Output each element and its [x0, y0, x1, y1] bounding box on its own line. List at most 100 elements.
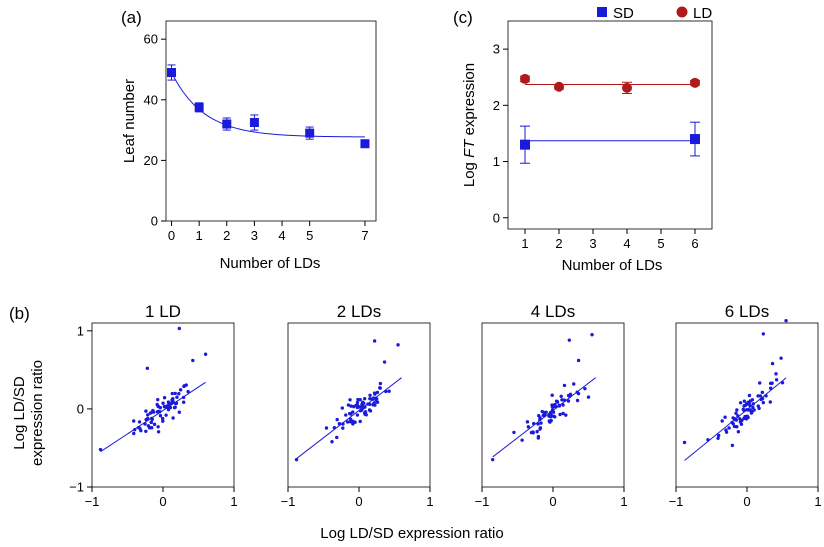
panel-b-point: [730, 443, 735, 448]
panel-b-point: [738, 420, 743, 424]
panel-b-point: [174, 401, 179, 405]
panel-b-subplot-2: 2 LDs −1 0 1: [281, 302, 434, 509]
panel-c-xtick-label: 1: [521, 236, 528, 251]
panel-b-point: [344, 413, 348, 417]
panel-b-point: [133, 427, 137, 432]
panel-c-frame: [507, 20, 713, 230]
panel-b-point: [561, 411, 565, 416]
panel-b-point: [761, 332, 766, 336]
panel-b-point: [362, 396, 367, 401]
panel-b-point: [536, 436, 541, 440]
panel-a-ytick-label: 0: [151, 214, 158, 229]
panel-b-xtick-label: 1: [620, 494, 627, 509]
panel-b-point: [586, 395, 591, 399]
panel-b-point: [324, 426, 329, 430]
panel-a-point: [167, 68, 177, 78]
panel-b-point: [330, 440, 334, 444]
panel-b-point: [760, 390, 765, 395]
panel-b-point: [341, 426, 345, 430]
panel-b-point: [332, 425, 337, 430]
panel-b-point: [751, 405, 755, 410]
panel-b-ytick-label: 1: [77, 323, 84, 338]
panel-b-point: [761, 400, 765, 405]
panel-b-point: [572, 382, 576, 386]
panel-b-point: [368, 393, 372, 397]
panel-c-xtick-label: 2: [555, 236, 562, 251]
panel-b-point: [156, 397, 160, 402]
panel-b-point: [372, 401, 376, 405]
panel-b-point: [143, 422, 147, 426]
panel-b-point: [559, 394, 563, 398]
panel-b-point: [170, 391, 174, 396]
panel-a-point: [222, 119, 232, 129]
panel-b-point: [358, 398, 362, 402]
panel-b-title: 4 LDs: [531, 302, 575, 321]
legend-ld-circle: [676, 6, 688, 18]
panel-b-point: [720, 419, 724, 423]
panel-b-label: (b): [9, 304, 30, 323]
panel-b-point: [346, 403, 351, 407]
panel-b-title: 2 LDs: [337, 302, 381, 321]
panel-b-point: [542, 410, 547, 415]
panel-b-point: [363, 410, 368, 414]
panel-b-point: [741, 407, 745, 412]
panel-b-point: [550, 393, 554, 397]
panel-b-xtick-label: 1: [230, 494, 237, 509]
panel-b-point: [354, 403, 358, 408]
panel-b-xtick-label: −1: [281, 494, 296, 509]
panel-b-point: [161, 419, 165, 423]
panel-c-sd-point: [520, 139, 530, 150]
panel-c-ylabel-suffix: expression: [461, 63, 478, 140]
panel-b-subplot-4: 6 LDs −1 0 1: [669, 302, 822, 509]
panel-b-point: [576, 358, 581, 363]
panel-b-point: [747, 393, 752, 398]
panel-b-point: [735, 408, 739, 412]
panel-b-point: [541, 413, 546, 418]
panel-c-ytick-label: 1: [493, 154, 500, 169]
panel-b-point: [490, 457, 495, 462]
panel-c-ld-point: [690, 77, 700, 88]
panel-b-point: [152, 422, 157, 427]
panel-b-xtick-label: 0: [355, 494, 362, 509]
panel-c-xtick-label: 4: [623, 236, 630, 251]
panel-b-point: [340, 406, 344, 410]
panel-c-ylabel-italic: FT: [461, 138, 478, 158]
panel-b-point: [532, 421, 536, 426]
panel-b-point: [149, 416, 154, 421]
panel-b-point: [382, 360, 387, 364]
panel-b-point: [734, 418, 739, 422]
panel-b-point: [564, 413, 568, 417]
panel-b-point: [160, 416, 165, 421]
panel-b-point: [770, 361, 775, 366]
panel-b-point: [181, 395, 186, 400]
panel-b-point: [575, 398, 580, 403]
panel-c-ld-point: [554, 81, 564, 92]
panel-c-ld-point: [622, 82, 632, 93]
panel-b-point: [348, 412, 353, 416]
panel-a-xtick-label: 0: [168, 228, 175, 243]
panel-b-point: [355, 400, 360, 405]
panel-b-point: [750, 398, 755, 402]
panel-b-xtick-label: 0: [549, 494, 556, 509]
panel-a-xtick-label: 3: [251, 228, 258, 243]
panel-b-point: [165, 404, 169, 408]
panel-b-ylabel-line2: expression ratio: [29, 360, 46, 466]
panel-b-point: [181, 400, 186, 404]
panel-b-point: [774, 378, 779, 382]
panel-b-ylabel-line1: Log LD/SD: [11, 376, 28, 450]
panel-a-point: [360, 139, 370, 149]
panel-b-point: [387, 389, 391, 393]
panel-b-point: [764, 394, 768, 398]
panel-b-point: [746, 400, 750, 405]
panel-b-fit-line: [296, 377, 402, 459]
panel-b-point: [132, 431, 136, 436]
panel-b-point: [736, 414, 740, 418]
panel-b-point: [375, 390, 380, 395]
panel-b-point: [529, 430, 534, 435]
panel-b-point: [144, 429, 148, 434]
panel-b-point: [396, 343, 400, 347]
panel-b-point: [716, 436, 720, 440]
panel-b-point: [526, 425, 531, 429]
panel-b-point: [373, 392, 377, 396]
panel-b-point: [748, 408, 753, 412]
